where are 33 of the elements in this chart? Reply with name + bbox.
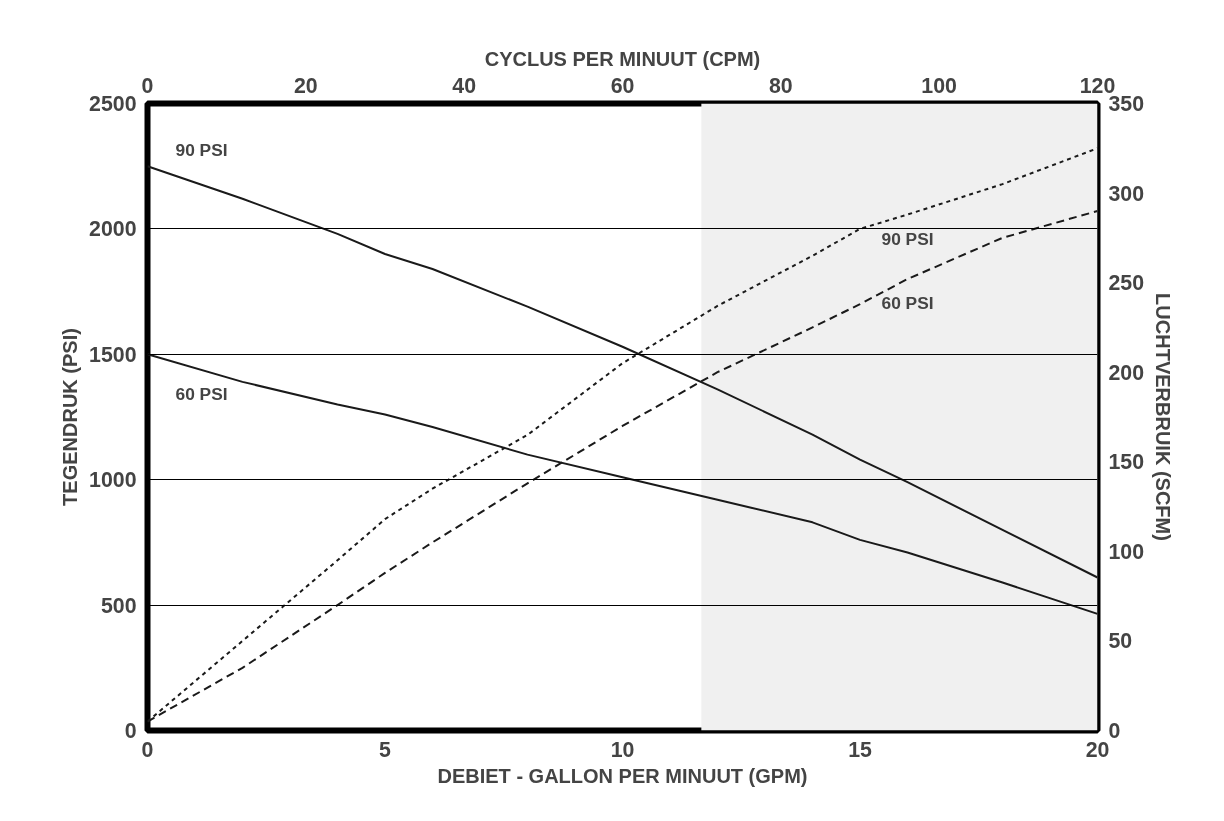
x2-axis-title: CYCLUS PER MINUUT (CPM): [484, 47, 761, 70]
series-label: 90 PSI: [881, 228, 934, 249]
y-tick-label: 1000: [89, 468, 137, 493]
series-label: 60 PSI: [881, 293, 934, 314]
x2-tick-label: 0: [141, 73, 154, 98]
y2-tick-label: 250: [1108, 271, 1145, 296]
y2-tick-label: 150: [1108, 450, 1145, 475]
x-tick-label: 10: [610, 737, 635, 762]
y2-axis-title: LUCHTVERBRUIK (SCFM): [1152, 293, 1175, 541]
x-tick-label: 15: [848, 737, 872, 762]
x2-tick-label: 60: [610, 73, 635, 98]
x-axis-title: DEBIET - GALLON PER MINUUT (GPM): [437, 764, 808, 787]
x2-tick-label: 80: [768, 73, 793, 98]
x2-tick-label: 100: [921, 73, 957, 98]
y-tick-label: 1500: [89, 342, 137, 367]
series-label: 90 PSI: [175, 140, 228, 161]
y-tick-label: 500: [100, 593, 137, 618]
x2-tick-label: 20: [293, 73, 318, 98]
y-axis-title: TEGENDRUK (PSI): [59, 328, 82, 506]
y2-tick-label: 200: [1108, 360, 1145, 385]
y-tick-label: 0: [124, 719, 137, 743]
series-label: 60 PSI: [175, 384, 228, 405]
y2-tick-label: 300: [1108, 181, 1145, 206]
y2-tick-label: 50: [1108, 629, 1133, 654]
x-tick-label: 5: [379, 737, 392, 762]
y-tick-label: 2000: [89, 217, 137, 242]
x-tick-label: 0: [141, 737, 154, 762]
x-tick-label: 20: [1085, 737, 1110, 762]
y-tick-label: 2500: [89, 92, 137, 116]
y2-tick-label: 100: [1108, 539, 1145, 564]
y2-tick-label: 350: [1108, 92, 1145, 116]
x2-tick-label: 40: [452, 73, 477, 98]
y2-tick-label: 0: [1108, 719, 1121, 743]
